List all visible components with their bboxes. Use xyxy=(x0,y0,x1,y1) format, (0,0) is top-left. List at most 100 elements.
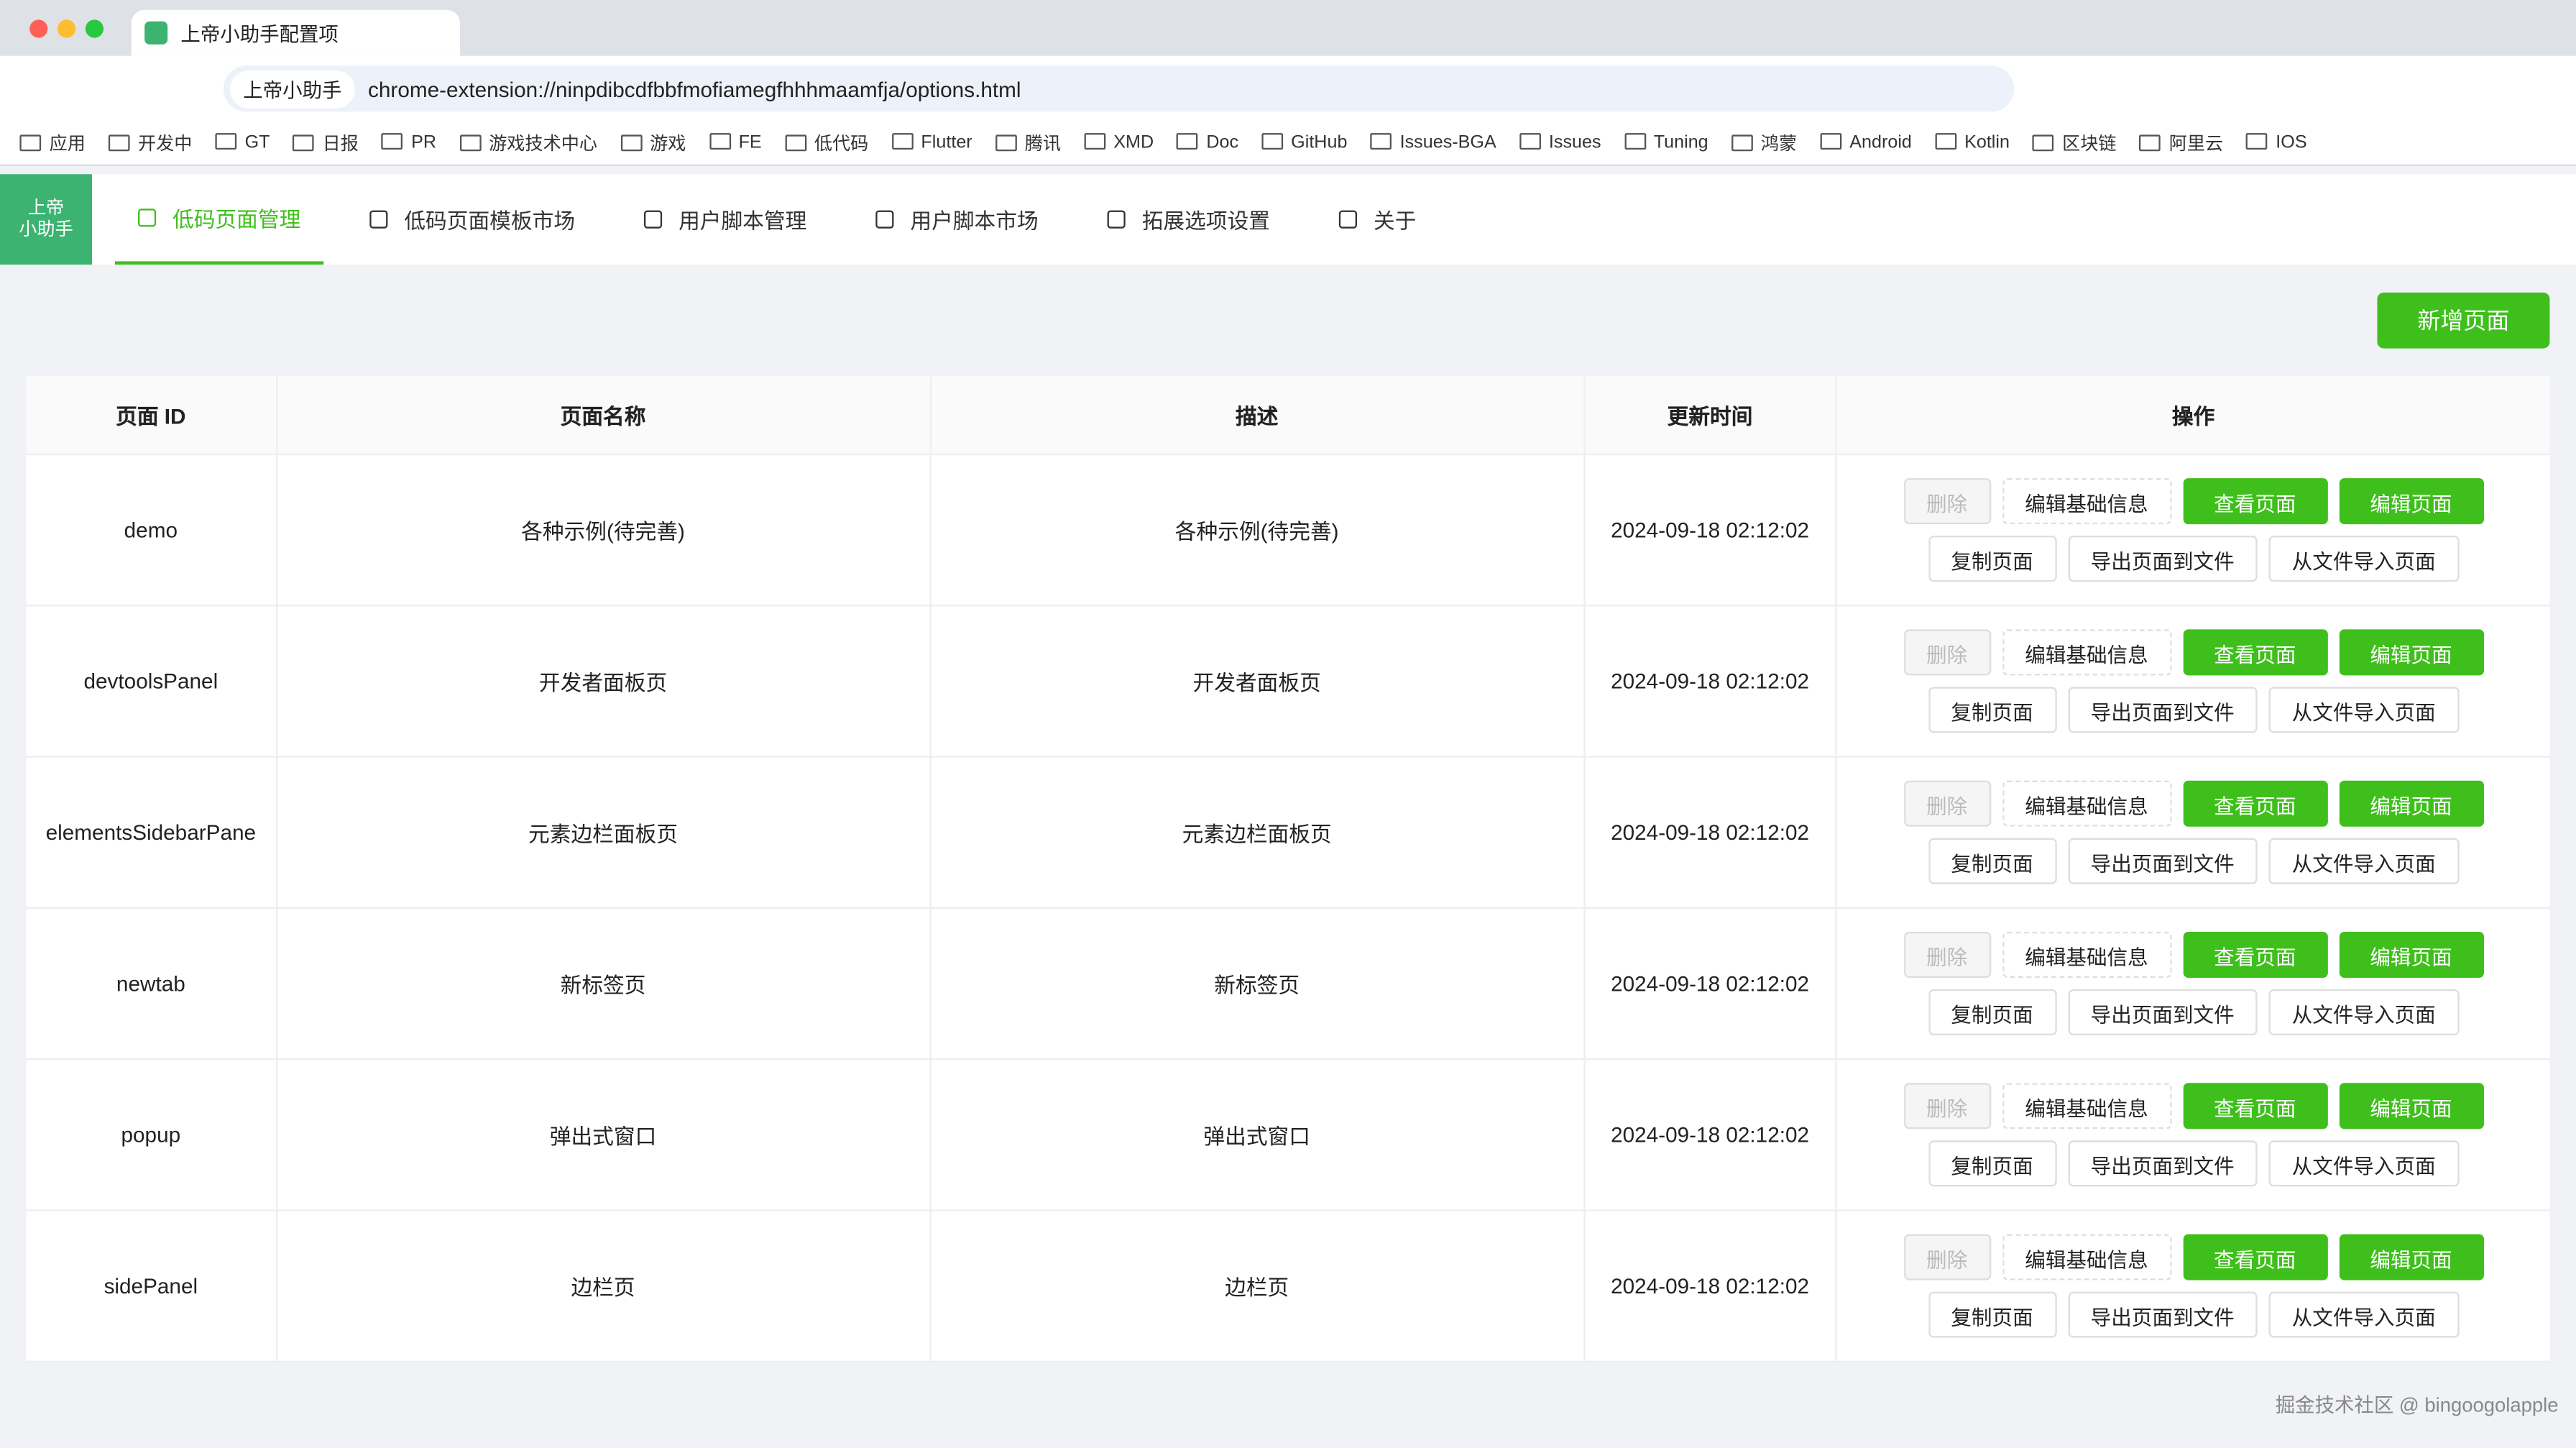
action-button[interactable]: 编辑页面 xyxy=(2338,931,2484,978)
cell: 元素边栏面板页 xyxy=(277,757,932,907)
bookmark[interactable]: GT xyxy=(215,133,270,152)
action-button[interactable]: 编辑基础信息 xyxy=(2002,1234,2171,1280)
bookmark[interactable]: 低代码 xyxy=(785,130,868,157)
cell: 2024-09-18 02:12:02 xyxy=(1585,1211,1837,1361)
action-button[interactable]: 编辑基础信息 xyxy=(2002,629,2171,676)
action-button[interactable]: 复制页面 xyxy=(1928,536,2056,582)
cell: newtab xyxy=(27,908,277,1058)
action-button[interactable]: 导出页面到文件 xyxy=(2067,687,2258,733)
window-button[interactable] xyxy=(57,19,76,38)
add-page-button[interactable]: 新增页面 xyxy=(2377,292,2550,349)
nav-tab[interactable]: 低码页面管理 xyxy=(114,174,324,265)
browser-tab[interactable]: 上帝小助手配置项 xyxy=(131,9,460,56)
bookmark[interactable]: IOS xyxy=(2246,133,2306,152)
action-button[interactable]: 编辑基础信息 xyxy=(2002,780,2171,827)
bookmark[interactable]: GitHub xyxy=(1261,133,1347,152)
actions-cell: 删除 编辑基础信息 查看页面 编辑页面复制页面 导出页面到文件 从文件导入页面 xyxy=(1837,606,2550,756)
window-button[interactable] xyxy=(85,19,104,38)
cell: elementsSidebarPane xyxy=(27,757,277,907)
action-button[interactable]: 从文件导入页面 xyxy=(2268,989,2459,1035)
bookmark[interactable]: 应用 xyxy=(19,130,86,157)
action-button[interactable]: 从文件导入页面 xyxy=(2268,1140,2459,1187)
tab-icon xyxy=(144,21,168,45)
cell: 新标签页 xyxy=(277,908,932,1058)
action-button[interactable]: 复制页面 xyxy=(1928,1140,2056,1187)
table-row: demo 各种示例(待完善) 各种示例(待完善) 2024-09-18 02:12:0… xyxy=(26,455,2550,607)
cell: 开发者面板页 xyxy=(931,606,1585,756)
action-button[interactable]: 导出页面到文件 xyxy=(2067,536,2258,582)
actions: 删除 编辑基础信息 查看页面 编辑页面复制页面 导出页面到文件 从文件导入页面 xyxy=(1849,629,2539,733)
bookmark[interactable]: Android xyxy=(1820,133,1912,152)
action-button[interactable]: 查看页面 xyxy=(2182,478,2327,525)
table-header: 页面 ID 页面名称 描述 更新时间 操作 xyxy=(26,376,2550,456)
nav-tab[interactable]: 低码页面模板市场 xyxy=(346,174,598,265)
action-button[interactable]: 编辑页面 xyxy=(2338,478,2484,525)
bookmark[interactable]: 日报 xyxy=(293,130,359,157)
bookmark[interactable]: 区块链 xyxy=(2033,130,2116,157)
bookmarks-bar: 应用 开发中 GT 日报 PR 游戏技术中心 游戏 FE 低代码 Flutter 腾讯 XMD Doc G… xyxy=(0,122,2576,166)
action-button[interactable]: 导出页面到文件 xyxy=(2067,1291,2258,1338)
cell: 2024-09-18 02:12:02 xyxy=(1585,1060,1837,1210)
action-button: 删除 xyxy=(1903,931,1991,978)
app-header: 上帝 小助手 低码页面管理 低码页面模板市场 用户脚本管理 用户脚本市场 拓展选项设置 关于 xyxy=(0,174,2576,265)
bookmark[interactable]: Flutter xyxy=(891,133,972,152)
action-button[interactable]: 从文件导入页面 xyxy=(2268,687,2459,733)
action-button[interactable]: 复制页面 xyxy=(1928,989,2056,1035)
action-button[interactable]: 从文件导入页面 xyxy=(2268,536,2459,582)
bookmark[interactable]: Tuning xyxy=(1624,133,1708,152)
action-button[interactable]: 编辑基础信息 xyxy=(2002,478,2171,525)
nav-tab[interactable]: 关于 xyxy=(1316,174,1439,265)
action-button[interactable]: 查看页面 xyxy=(2182,931,2327,978)
pages-table: 页面 ID 页面名称 描述 更新时间 操作 demo 各种示例(待完善) 各种示例(待完善) 2… xyxy=(26,376,2550,1362)
action-button[interactable]: 导出页面到文件 xyxy=(2067,838,2258,884)
action-button[interactable]: 复制页面 xyxy=(1928,1291,2056,1338)
action-button: 删除 xyxy=(1903,629,1991,676)
header-cell: 描述 xyxy=(931,376,1585,454)
bookmark[interactable]: XMD xyxy=(1084,133,1154,152)
cell: 弹出式窗口 xyxy=(931,1060,1585,1210)
action-button[interactable]: 编辑基础信息 xyxy=(2002,1083,2171,1129)
watermark: 掘金技术社区 @ bingoogolapple xyxy=(2275,1393,2559,1417)
window-button[interactable] xyxy=(29,19,48,38)
bookmark[interactable]: 阿里云 xyxy=(2140,130,2223,157)
bookmark[interactable]: Issues xyxy=(1519,133,1601,152)
action-button[interactable]: 从文件导入页面 xyxy=(2268,838,2459,884)
action-button[interactable]: 查看页面 xyxy=(2182,1083,2327,1129)
action-button[interactable]: 复制页面 xyxy=(1928,838,2056,884)
bookmark[interactable]: 腾讯 xyxy=(995,130,1061,157)
action-button[interactable]: 导出页面到文件 xyxy=(2067,989,2258,1035)
action-button[interactable]: 编辑页面 xyxy=(2338,1234,2484,1280)
cell: 2024-09-18 02:12:02 xyxy=(1585,908,1837,1058)
bookmark[interactable]: FE xyxy=(709,133,762,152)
bookmark[interactable]: Doc xyxy=(1177,133,1238,152)
nav-tab[interactable]: 用户脚本市场 xyxy=(852,174,1061,265)
actions: 删除 编辑基础信息 查看页面 编辑页面 复制页面 导出页面到文件 从文件导入页面 xyxy=(1849,478,2539,582)
bookmark[interactable]: 游戏技术中心 xyxy=(459,130,597,157)
action-button[interactable]: 编辑基础信息 xyxy=(2002,931,2171,978)
bookmark[interactable]: 游戏 xyxy=(620,130,686,157)
action-button[interactable]: 查看页面 xyxy=(2182,1234,2327,1280)
action-button[interactable]: 复制页面 xyxy=(1928,687,2056,733)
logo-line: 上帝 xyxy=(27,198,65,218)
bookmark[interactable]: 开发中 xyxy=(109,130,192,157)
bookmark[interactable]: Issues-BGA xyxy=(1370,133,1496,152)
action-button[interactable]: 编辑页面 xyxy=(2338,629,2484,676)
bookmark[interactable]: Kotlin xyxy=(1935,133,2010,152)
nav-tab[interactable]: 用户脚本管理 xyxy=(621,174,829,265)
nav-tab[interactable]: 拓展选项设置 xyxy=(1085,174,1293,265)
action-button[interactable]: 查看页面 xyxy=(2182,629,2327,676)
bookmark[interactable]: 鸿蒙 xyxy=(1731,130,1797,157)
action-button[interactable]: 编辑页面 xyxy=(2338,1083,2484,1129)
cell: 2024-09-18 02:12:02 xyxy=(1585,606,1837,756)
action-button[interactable]: 查看页面 xyxy=(2182,780,2327,827)
cell: 2024-09-18 02:12:02 xyxy=(1585,757,1837,907)
bookmark[interactable]: PR xyxy=(382,133,436,152)
action-button[interactable]: 导出页面到文件 xyxy=(2067,1140,2258,1187)
action-button: 删除 xyxy=(1903,1083,1991,1129)
cell: 弹出式窗口 xyxy=(277,1060,932,1210)
address-bar[interactable]: 上帝小助手 chrome-extension://ninpdibcdfbbfmof… xyxy=(223,65,2015,112)
action-button[interactable]: 从文件导入页面 xyxy=(2268,1291,2459,1338)
action-button[interactable]: 编辑页面 xyxy=(2338,780,2484,827)
